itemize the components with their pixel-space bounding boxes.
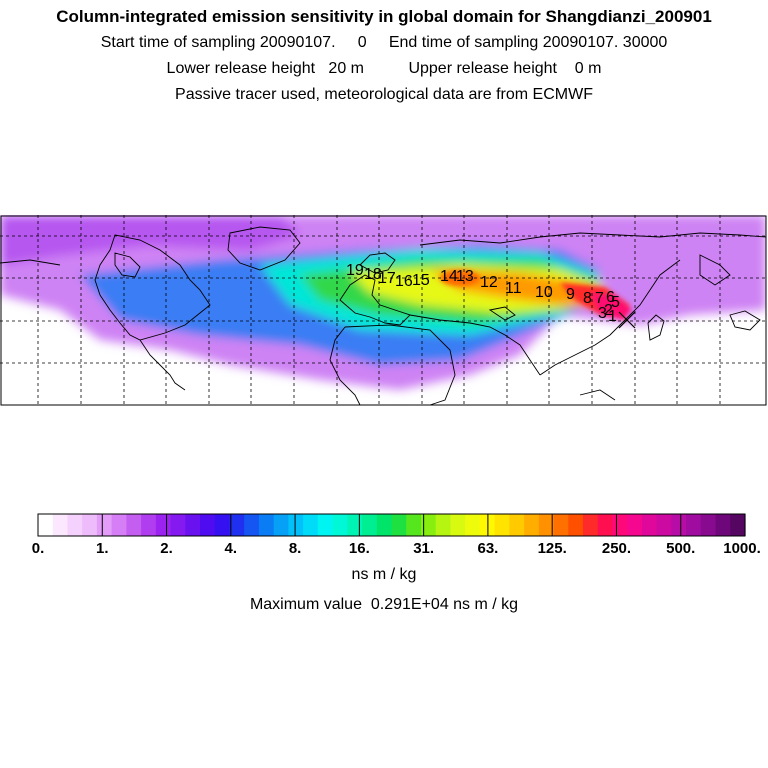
colorbar-cell <box>700 514 717 536</box>
colorbar-cell <box>465 514 481 536</box>
colorbar-cell <box>582 514 599 536</box>
colorbar-cell <box>141 514 157 536</box>
colorbar-tick-label: 8. <box>288 540 302 557</box>
colorbar-cell <box>509 514 525 536</box>
colorbar-cell <box>155 514 172 536</box>
colorbar-cell <box>641 514 658 536</box>
colorbar-cell <box>244 514 260 536</box>
colorbar-cell <box>627 514 643 536</box>
release-height-line: Lower release height 20 m Upper release … <box>166 60 602 77</box>
colorbar-tick-label: 0. <box>31 540 45 557</box>
maximum-value-line: Maximum value 0.291E+04 ns m / kg <box>249 596 519 613</box>
lat-lon-grid <box>0 215 766 405</box>
track-label-12: 12 <box>480 274 498 291</box>
colorbar-cell <box>170 514 186 536</box>
colorbar-cell <box>406 514 422 536</box>
colorbar-tick-label: 16. <box>348 540 370 557</box>
track-label-11: 11 <box>505 280 522 297</box>
colorbar-cell <box>656 514 672 536</box>
colorbar-tick-label: 63. <box>477 540 499 557</box>
map-title: Column-integrated emission sensitivity i… <box>56 7 712 26</box>
colorbar-cell <box>52 514 69 536</box>
track-label-18: 18 <box>364 266 382 283</box>
track-label-17: 17 <box>378 270 396 287</box>
colorbar-cell <box>494 514 510 536</box>
colorbar-cell <box>126 514 142 536</box>
colorbar-cell <box>258 514 275 536</box>
track-label-5: 5 <box>611 294 620 311</box>
colorbar-tick-label: 31. <box>413 540 435 557</box>
colorbar-cell <box>391 514 407 536</box>
station-marker <box>618 311 636 329</box>
sampling-time-line: Start time of sampling 20090107. 0 End t… <box>100 34 668 51</box>
track-label-19: 19 <box>346 262 364 279</box>
track-label-6: 6 <box>606 289 615 306</box>
colorbar-cell <box>303 514 319 536</box>
colorbar-cell <box>553 514 569 536</box>
colorbar-tick-label: 500. <box>666 540 696 557</box>
colorbar-cell <box>82 514 98 536</box>
map-frame <box>0 215 767 406</box>
track-label-14: 14 <box>440 268 458 285</box>
track-label-15: 15 <box>412 272 430 289</box>
colorbar-dividers <box>101 514 682 536</box>
tracer-info-line: Passive tracer used, meteorological data… <box>175 86 593 103</box>
track-label-2: 2 <box>604 302 613 319</box>
colorbar-cell <box>524 514 540 536</box>
colorbar-tick-label: 4. <box>224 540 238 557</box>
track-label-7: 7 <box>595 290 604 307</box>
colorbar-tick-label: 250. <box>601 540 632 557</box>
track-label-10: 10 <box>535 284 553 301</box>
colorbar-cell <box>686 514 702 536</box>
colorbar-cell <box>317 514 334 536</box>
colorbar-cell <box>214 514 231 536</box>
colorbar-tick-label: 1. <box>96 540 109 557</box>
track-label-8: 8 <box>583 290 592 307</box>
colorbar-cell <box>67 514 83 536</box>
colorbar-cell <box>288 514 304 536</box>
colorbar-tick-label: 125. <box>537 540 567 557</box>
colorbar-cell <box>96 514 113 536</box>
colorbar-cell <box>730 514 746 536</box>
track-label-3: 3 <box>598 305 607 322</box>
track-label-9: 9 <box>566 286 575 303</box>
colorbar-cell <box>332 514 348 536</box>
colorbar <box>37 513 746 537</box>
colorbar-cell <box>612 514 628 536</box>
colorbar-cell <box>538 514 555 536</box>
colorbar-cell <box>111 514 127 536</box>
colorbar-tick-label: 1000. <box>723 540 761 557</box>
colorbar-cell <box>420 514 437 536</box>
trajectory-labels: 19 18 17 16 15 14 13 12 11 10 9 8 7 6 5 … <box>346 262 620 325</box>
colorbar-cell <box>376 514 393 536</box>
colorbar-cell <box>715 514 731 536</box>
colorbar-frame <box>37 513 746 537</box>
colorbar-cell <box>38 514 54 536</box>
colorbar-cells <box>38 514 746 536</box>
colorbar-cell <box>671 514 687 536</box>
colorbar-cell <box>229 514 245 536</box>
colorbar-cell <box>362 514 378 536</box>
sensitivity-field <box>0 215 766 405</box>
track-label-16: 16 <box>395 273 413 290</box>
colorbar-cell <box>347 514 363 536</box>
colorbar-cell <box>273 514 289 536</box>
emission-sensitivity-map: 19 18 17 16 15 14 13 12 11 10 9 8 7 6 5 … <box>0 215 767 406</box>
track-label-13: 13 <box>456 268 474 285</box>
colorbar-cell <box>568 514 584 536</box>
colorbar-cell <box>597 514 614 536</box>
colorbar-cell <box>435 514 452 536</box>
track-label-1: 1 <box>608 308 617 325</box>
colorbar-cell <box>450 514 466 536</box>
colorbar-tick-label: 2. <box>160 540 173 557</box>
colorbar-cell <box>200 514 216 536</box>
colorbar-cell <box>185 514 201 536</box>
colorbar-units: ns m / kg <box>351 566 417 583</box>
